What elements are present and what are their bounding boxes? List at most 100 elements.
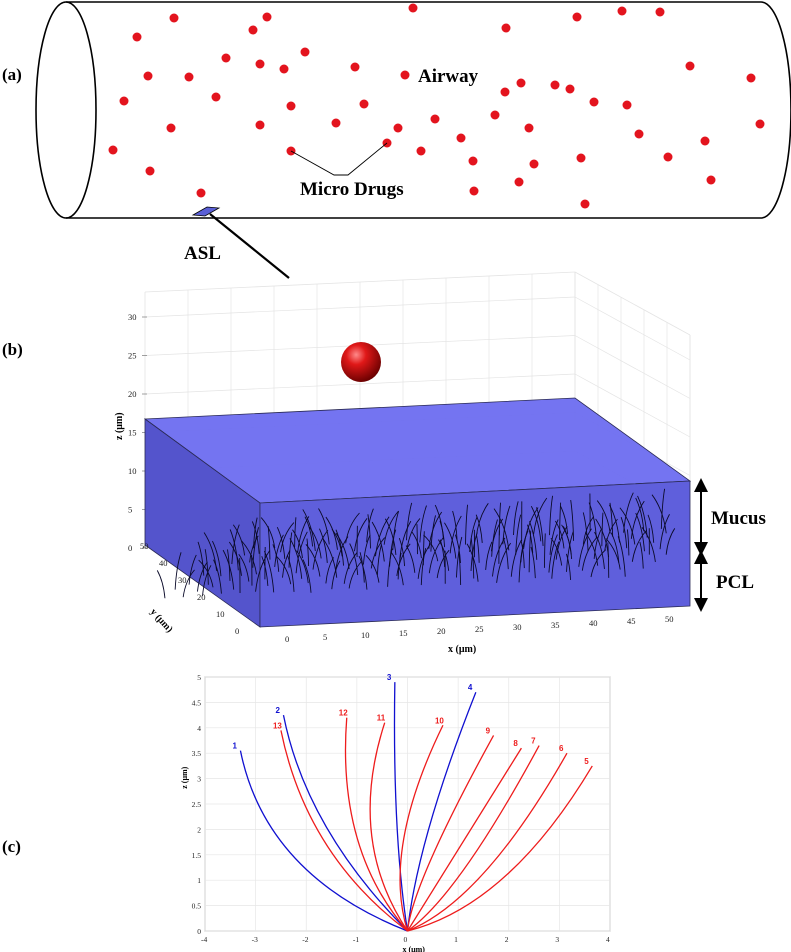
airway-label: Airway <box>418 66 479 87</box>
x-tick-label: 45 <box>627 616 636 626</box>
y-tick-label: 30 <box>178 575 187 585</box>
cilium-hair <box>335 529 344 566</box>
chart-x-tick: -3 <box>252 935 258 944</box>
y-tick-label: 50 <box>140 541 149 551</box>
drug-dot <box>529 159 539 169</box>
curve-label-13: 13 <box>273 721 282 730</box>
cilium-hair <box>289 538 303 579</box>
y-tick-label: 20 <box>197 592 206 602</box>
y-tick-label: 0 <box>235 626 239 636</box>
z-tick-label: 10 <box>128 466 137 476</box>
cilium-hair <box>528 530 532 573</box>
cilium-hair <box>319 528 328 563</box>
cilium-hair <box>253 517 258 549</box>
cilium-hair <box>635 497 645 532</box>
cilium-hair <box>475 514 483 543</box>
x-tick-label: 35 <box>551 620 560 630</box>
cilium-hair <box>399 520 412 560</box>
cilium-hair <box>476 535 480 563</box>
z-tick-label: 5 <box>128 505 132 515</box>
cilia-trajectory-chart: -4 -3 -2 -1 0 1 2 3 400.511.522.533.544.55x (μm)… <box>180 673 611 952</box>
curve-label-9: 9 <box>486 726 491 735</box>
cilium-hair <box>156 570 166 599</box>
mucus-label: Mucus <box>711 508 766 529</box>
drug-dot <box>143 71 153 81</box>
drug-dot <box>550 80 560 90</box>
cilium-hair <box>376 545 382 575</box>
cilium-hair <box>416 524 418 555</box>
cilium-hair <box>631 529 647 562</box>
cilium-hair <box>419 505 427 543</box>
z-axis-label: z (μm) <box>114 412 125 440</box>
cilium-hair <box>272 544 280 572</box>
cilium-hair <box>665 528 676 555</box>
cilium-trajectory-7 <box>407 745 540 932</box>
x-tick-label: 30 <box>513 622 522 632</box>
cilium-hair <box>536 507 544 546</box>
cilium-hair <box>428 511 443 549</box>
cilium-hair <box>306 538 310 567</box>
cilium-hair <box>287 554 295 592</box>
cilium-hair <box>188 554 197 585</box>
cilium-hair <box>261 556 269 586</box>
x-tick-label: 0 <box>285 634 289 644</box>
cilium-hair <box>203 532 218 571</box>
cilium-hair <box>555 526 568 560</box>
airway-cylinder <box>35 1 791 219</box>
asl-box <box>143 397 692 628</box>
panel-c-label: (c) <box>2 837 21 856</box>
cilium-hair <box>295 531 308 574</box>
cilium-hair <box>601 512 604 547</box>
cilium-hair <box>252 527 259 568</box>
curve-label-2: 2 <box>275 706 280 715</box>
cilium-hair <box>498 502 501 536</box>
drug-dot <box>685 61 695 71</box>
chart-x-label: x (μm) <box>402 945 425 952</box>
cilium-hair <box>406 502 413 541</box>
cilium-hair <box>367 514 371 549</box>
cilium-hair <box>533 497 548 535</box>
drug-dot <box>565 84 575 94</box>
chart-x-tick: 0 <box>404 935 408 944</box>
chart-x-tick: 1 <box>454 935 458 944</box>
cilium-hair <box>582 516 595 545</box>
drug-dot <box>514 177 524 187</box>
cilium-hair <box>647 514 655 543</box>
cilia-array <box>156 488 676 599</box>
cilium-hair <box>620 517 628 549</box>
curve-label-5: 5 <box>584 757 589 766</box>
chart-y-tick: 3 <box>197 775 201 784</box>
cilium-hair <box>438 539 450 571</box>
cilium-hair <box>260 517 276 549</box>
drug-dot <box>576 153 586 163</box>
curve-label-3: 3 <box>387 673 392 682</box>
cilium-hair <box>383 510 399 545</box>
cilium-hair <box>554 520 565 549</box>
cilium-hair <box>366 508 374 543</box>
chart-x-tick: 2 <box>505 935 509 944</box>
chart-y-tick: 0 <box>197 927 201 936</box>
cilium-hair <box>520 530 529 563</box>
drug-dot <box>500 87 510 97</box>
cilium-hair <box>325 516 338 550</box>
panel-c: (c) -4 -3 -2 -1 0 1 2 3 400.511.522.533.544.55x … <box>2 673 611 952</box>
cilium-hair <box>288 532 293 568</box>
drug-dot <box>279 64 289 74</box>
cilium-hair <box>651 494 667 534</box>
cilium-trajectory-5 <box>407 765 593 932</box>
cilium-hair <box>623 492 634 533</box>
cilium-hair <box>444 522 457 559</box>
cilium-hair <box>304 516 314 547</box>
cilium-hair <box>581 536 598 571</box>
drug-dot <box>255 59 265 69</box>
z-tick-label: 0 <box>128 543 132 553</box>
cilium-hair <box>263 550 275 593</box>
micro-drugs-leader <box>290 142 388 176</box>
drug-dot <box>132 32 142 42</box>
drug-dot <box>145 166 155 176</box>
cilium-hair <box>520 539 525 569</box>
curve-label-10: 10 <box>435 716 444 725</box>
curve-label-6: 6 <box>559 744 564 753</box>
cilium-hair <box>204 549 209 585</box>
